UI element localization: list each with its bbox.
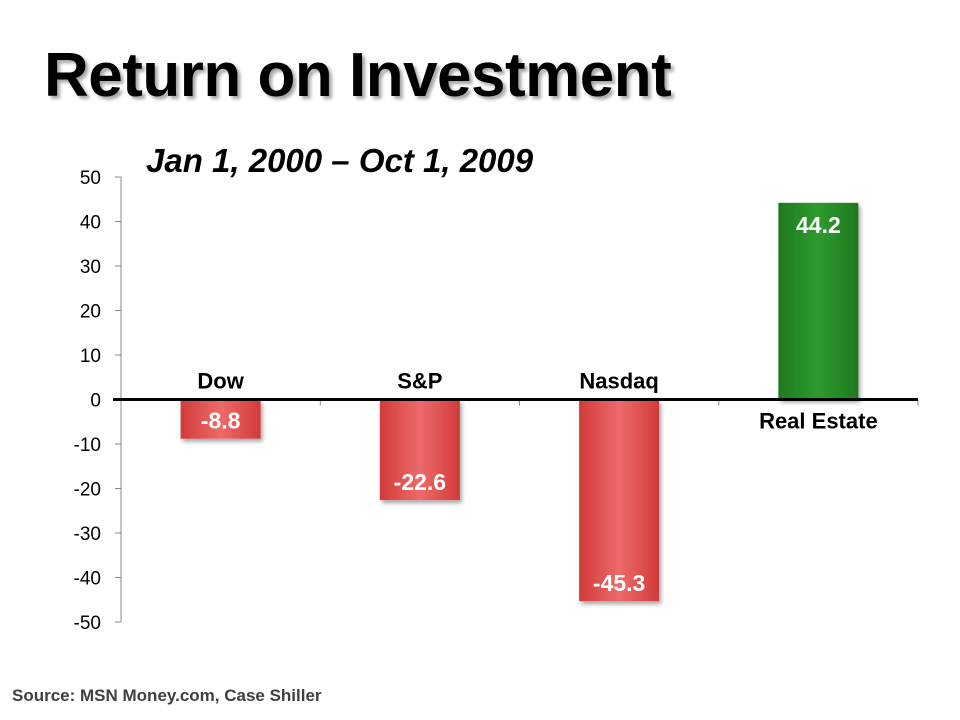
y-axis: 50 40 30 20 10 0 -10 -20 -30 -40 -50 xyxy=(74,168,919,634)
category-label: S&P xyxy=(397,369,442,394)
value-label: -22.6 xyxy=(394,469,446,495)
bars xyxy=(180,202,859,602)
bar-s-p xyxy=(379,399,460,501)
y-tick-label: 20 xyxy=(80,302,101,323)
y-tick-label: 40 xyxy=(80,213,101,234)
y-tick-label: 50 xyxy=(80,168,101,189)
y-tick-label: 30 xyxy=(80,257,101,278)
y-tick-label: -10 xyxy=(74,435,101,456)
labels: -8.8 Dow -22.6 S&P -45.3 Nasdaq 44.2 Real Estat… xyxy=(113,212,918,596)
y-tick-label: 10 xyxy=(80,346,101,367)
value-label: -8.8 xyxy=(201,408,241,434)
bar-dow xyxy=(180,399,261,439)
value-label: 44.2 xyxy=(796,212,841,238)
value-label: -45.3 xyxy=(593,570,645,596)
chart-subtitle: Jan 1, 2000 – Oct 1, 2009 xyxy=(146,142,534,179)
y-tick-label: -20 xyxy=(74,480,101,501)
category-label: Nasdaq xyxy=(579,369,658,394)
category-label: Real Estate xyxy=(759,409,878,434)
bar-real-estate xyxy=(778,202,859,400)
category-label: Dow xyxy=(197,369,244,394)
y-tick-label: -50 xyxy=(74,613,101,634)
page-title: Return on Investment xyxy=(44,41,672,110)
y-tick-label: 0 xyxy=(90,391,101,412)
bar-chart: 50 40 30 20 10 0 -10 -20 -30 -40 -50 -8.8 Dow -22.6 S… xyxy=(74,168,919,634)
y-tick-label: -30 xyxy=(74,524,101,545)
source-note: Source: MSN Money.com, Case Shiller xyxy=(12,686,322,705)
bar-nasdaq xyxy=(579,399,660,602)
y-tick-label: -40 xyxy=(74,569,101,590)
